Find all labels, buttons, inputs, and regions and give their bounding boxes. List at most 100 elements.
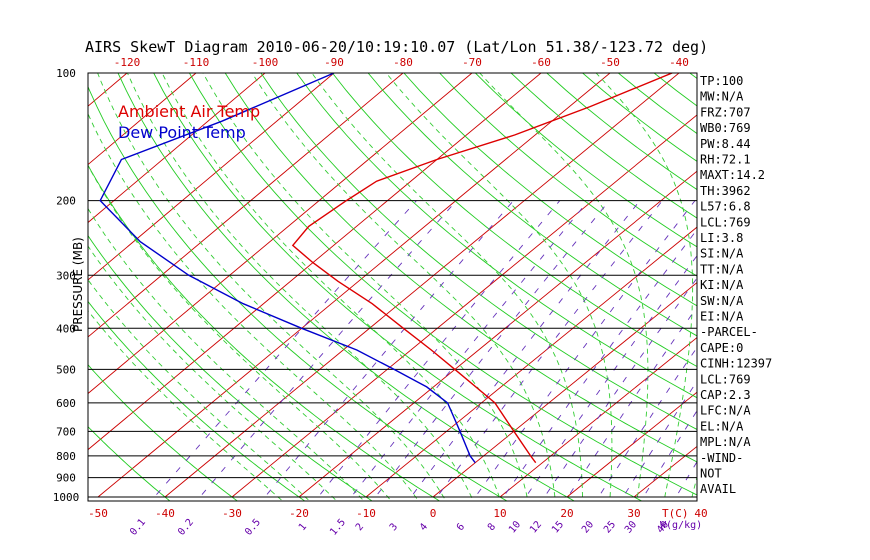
grid-lines [0,73,870,506]
index-item: TT:N/A [700,262,744,276]
mixing-ratio-tick-label: 4 [418,522,430,534]
index-item: LCL:769 [700,215,751,229]
mixing-ratio-tick-label: 8 [486,522,498,534]
mixing-ratio-tick-label: 30 [623,519,639,535]
mixing-ratio-tick-label: 0.5 [243,517,263,538]
top-temp-tick-label: -60 [531,56,551,69]
saturated-adiabat-line [202,73,529,501]
saturated-adiabat-line [311,73,584,501]
index-item: FRZ:707 [700,105,751,119]
dry-adiabat-line [224,73,697,463]
isotherm-line [0,73,58,497]
isotherm-line [835,73,870,497]
dry-adiabat-line [797,73,870,506]
saturated-adiabat-line [385,73,613,501]
mixing-ratio-tick-label: 6 [455,522,467,534]
bottom-temp-tick-label: 10 [493,507,506,520]
pressure-tick-label: 200 [56,195,76,208]
mixing-ratio-line [673,460,697,501]
isotherm-line [88,73,404,338]
index-item: MW:N/A [700,90,744,104]
mixing-ratio-tick-label: 0.1 [128,517,148,538]
index-item: LFC:N/A [700,404,751,418]
mixing-unit-label: W(g/kg) [660,520,702,531]
dry-adiabat-line [367,73,697,337]
bottom-temp-tick-label: -40 [155,507,175,520]
mixing-ratio-tick-label: 15 [550,519,566,535]
mixing-ratio-tick-label: 12 [528,519,544,535]
dry-adiabat-line [117,73,576,501]
mixing-ratio-line [564,306,697,501]
isotherm-line [88,73,542,451]
index-item: RH:72.1 [700,153,751,167]
pressure-tick-label: 300 [56,269,76,282]
plot-frame [87,72,698,502]
isotherm-line [231,114,697,498]
index-item: WB0:769 [700,121,751,135]
saturated-adiabat-line [97,73,447,501]
index-item: LI:3.8 [700,231,743,245]
index-item: L57:6.8 [700,200,751,214]
dry-adiabat-line [88,364,239,501]
saturated-adiabat-line [88,112,420,501]
pressure-tick-label: 100 [56,67,76,80]
top-temp-tick-label: -80 [393,56,413,69]
series-lines [99,73,673,464]
isotherm-line [164,73,680,498]
dry-adiabat-line [653,73,697,107]
chart-title: AIRS SkewT Diagram 2010-06-20/10:19:10.0… [85,38,708,56]
isotherm-line [432,281,697,498]
mixing-ratio-line [195,200,457,501]
mixing-ratio-line [407,200,641,501]
bottom-temp-tick-label: -30 [222,507,242,520]
pressure-tick-label: 800 [56,450,76,463]
dry-adiabat-line [88,426,171,501]
legend-dew-point-temp: Dew Point Temp [118,123,246,142]
top-temp-tick-label: -110 [183,56,210,69]
mixing-ratio-tick-label: 1 [297,522,309,534]
saturated-adiabat-line [479,73,649,501]
index-item: CINH:12397 [700,357,772,371]
top-temp-tick-label: -90 [324,56,344,69]
dry-adiabat-line [296,73,697,399]
mixing-ratio-line [314,200,561,501]
legend-ambient-air-temp: Ambient Air Temp [118,102,260,121]
index-item: -WIND- [700,451,743,465]
isotherm-line [97,73,611,498]
index-item: NOT [700,467,722,481]
x-unit-label: T(C) [662,507,689,520]
plot-border [87,72,698,502]
mixing-ratio-line [500,228,697,501]
dry-adiabat-line [88,164,441,501]
dry-adiabat-line [153,73,643,501]
index-item: TP:100 [700,74,743,88]
isotherm-line [88,73,266,224]
mixing-ratio-line [620,380,697,501]
mixing-ratio-tick-label: 20 [580,519,596,535]
saturated-adiabat-line [88,278,311,501]
isotherm-line [566,391,697,498]
top-temp-tick-label: -70 [462,56,482,69]
index-item: AVAIL [700,482,736,496]
isotherm-line [499,337,697,498]
index-item: KI:N/A [700,278,744,292]
mixing-ratio-tick-label: 3 [388,522,400,534]
dry-adiabat-line [88,234,373,501]
index-item: -PARCEL- [700,325,758,339]
isotherm-line [298,170,697,498]
dry-adiabat-line [761,73,870,506]
mixing-ratio-line [471,200,696,501]
saturated-adiabat-line [595,73,694,501]
mixing-ratio-line [261,200,514,501]
mixing-ratio-line [541,277,697,501]
pressure-tick-label: 500 [56,363,76,376]
dry-adiabat-line [833,73,870,506]
dry-adiabat-line [439,73,697,277]
saturated-adiabat-line [161,73,502,501]
pressure-tick-label: 600 [56,397,76,410]
saturated-adiabat-line [88,245,338,501]
pressure-tick-label: 1000 [53,491,80,504]
top-temp-tick-label: -40 [669,56,689,69]
dry-adiabat-line [88,85,508,501]
bottom-temp-tick-label: 0 [430,507,437,520]
